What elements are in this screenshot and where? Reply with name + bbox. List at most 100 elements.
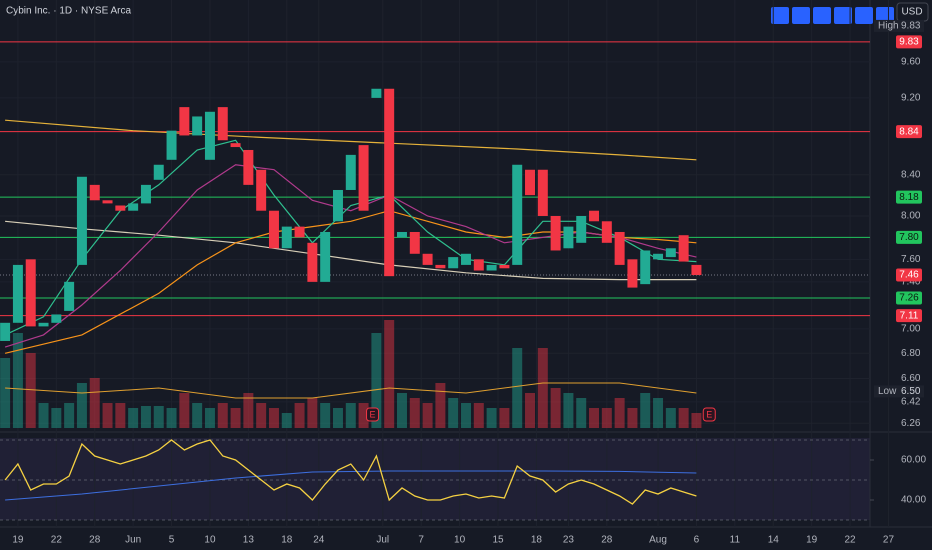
y-tick-label: 6.60 [901,373,921,384]
candle-body [435,264,446,269]
volume-bar [345,403,356,428]
volume-bar [563,393,574,428]
candle-body [525,169,536,196]
volume-bar [166,408,177,428]
x-tick-label: Jul [376,535,389,546]
volume-bar [268,408,279,428]
candle-body [678,235,689,262]
candle-body [486,264,497,271]
candle-body [409,231,420,254]
candle-body [128,203,139,211]
candle-body [358,145,369,211]
candle-body [320,231,331,282]
x-tick-label: 19 [12,535,24,546]
tool-button[interactable] [855,7,873,24]
last-price-bg [896,268,922,282]
candle-body [217,107,228,141]
tool-button[interactable] [792,7,810,24]
candle-body [653,253,664,260]
candle-body [294,226,305,238]
volume-bar [576,398,587,428]
candle-body [614,231,625,265]
tool-button[interactable] [813,7,831,24]
rsi-tick-label: 60.00 [901,455,926,466]
level-label-bg [896,309,922,323]
volume-bar [435,383,446,428]
x-tick-label: 18 [531,535,543,546]
volume-ma [5,382,697,399]
low-bg [874,385,924,398]
volume-bar [409,398,420,428]
volume-bar [358,403,369,428]
last-price-label: 7.46 [899,270,919,281]
volume-bar [192,403,203,428]
candle-body [12,264,23,323]
y-tick-label: 6.80 [901,348,921,359]
candle-body [25,259,36,327]
x-tick-label: 11 [730,535,741,546]
event-label: E [370,409,376,419]
x-tick-label: 14 [768,535,780,546]
candle-body [64,281,75,311]
x-tick-label: 27 [883,535,895,546]
volume-bar [76,383,87,428]
x-tick-label: 22 [845,535,857,546]
volume-bar [12,333,23,428]
y-tick-label: 6.42 [901,397,921,408]
volume-bar [691,413,702,428]
x-tick-label: 24 [313,535,325,546]
volume-bar [243,393,254,428]
candle-body [307,242,318,282]
volume-bar [371,333,382,428]
candle-body [256,169,267,211]
volume-bar [512,348,523,428]
candle-body [268,210,279,249]
candle-body [576,215,587,243]
level-label-bg [896,35,922,49]
volume-bar [256,403,267,428]
volume-bar [422,403,433,428]
y-tick-label: 8.00 [901,211,921,222]
event-label: E [706,409,712,419]
y-tick-label: 7.40 [901,277,921,288]
volume-bar [396,393,407,428]
x-tick-label: 7 [418,535,424,546]
x-tick-label: 28 [89,535,101,546]
candle-body [76,176,87,265]
y-tick-label: 7.00 [901,323,921,334]
rsi-band [0,438,870,520]
moving-average [5,220,697,281]
candle-body [140,184,151,204]
x-tick-label: 13 [243,535,255,546]
candle-body [422,253,433,265]
candle-body [371,88,382,98]
x-tick-label: 22 [51,535,63,546]
x-tick-label: 6 [694,535,700,546]
candle-body [345,154,356,190]
volume-bar [307,398,318,428]
candle-body [243,149,254,185]
candle-body [166,130,177,160]
volume-bar [550,388,561,428]
candle-body [230,143,241,148]
rsi-ma [5,470,697,501]
candle-body [499,264,510,269]
tool-button[interactable] [834,7,852,24]
level-label: 7.11 [900,310,919,321]
volume-bar [589,408,600,428]
candle-body [0,322,11,341]
y-tick-label: 6.26 [901,418,921,429]
y-tick-label: 9.20 [901,93,921,104]
volume-bar [499,408,510,428]
candle-body [396,231,407,238]
rsi-tick-label: 40.00 [901,495,926,506]
x-tick-label: 10 [454,535,466,546]
volume-bar [486,408,497,428]
event-marker [702,407,716,422]
tool-button[interactable] [771,7,789,24]
volume-bar [525,393,536,428]
tool-button[interactable] [876,7,894,24]
x-tick-label: 15 [492,535,504,546]
